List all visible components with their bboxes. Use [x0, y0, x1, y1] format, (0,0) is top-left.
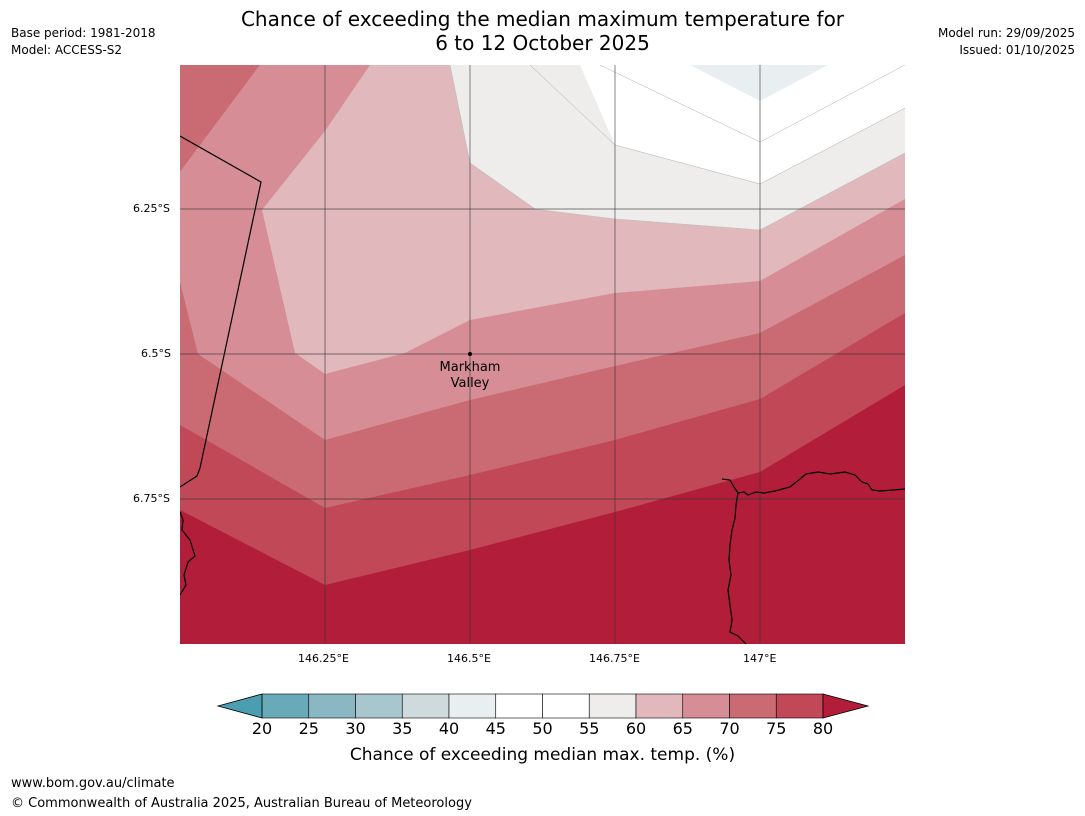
lon-label: 146.75°E	[589, 652, 640, 665]
colorbar-tick-label: 35	[392, 719, 413, 738]
lat-label: 6.25°S	[133, 202, 170, 215]
colorbar-tick-label: 75	[766, 719, 787, 738]
location-label-line-2: Valley	[450, 376, 490, 391]
east-coast	[721, 471, 905, 496]
colorbar-tick-label: 20	[251, 719, 273, 738]
footer-url[interactable]: www.bom.gov.au/climate	[11, 776, 175, 791]
band-40-45	[690, 65, 828, 101]
meta-left: Base period: 1981-2018 Model: ACCESS-S2	[11, 25, 156, 59]
title-line-2: 6 to 12 October 2025	[435, 31, 650, 55]
lon-label: 146.25°E	[298, 652, 349, 665]
colorbar-tick-label: 70	[719, 719, 740, 738]
model-run: Model run: 29/09/2025	[937, 26, 1075, 40]
band-65-70-upper	[180, 65, 370, 210]
location-label: Markham Valley	[420, 360, 520, 392]
lat-label: 6.75°S	[133, 492, 170, 505]
base-period: Base period: 1981-2018	[11, 26, 156, 40]
west-coast	[180, 511, 196, 596]
lat-label: 6.5°S	[141, 347, 171, 360]
colorbar-tick-label: 55	[579, 719, 600, 738]
colorbar-tick-label: 50	[532, 719, 553, 738]
colorbar-tick-label: 45	[485, 719, 506, 738]
location-label-line-1: Markham	[439, 360, 501, 375]
colorbar-tick-label: 60	[625, 719, 647, 738]
lon-label: 147°E	[743, 652, 777, 665]
colorbar-label: Chance of exceeding median max. temp. (%…	[349, 745, 736, 765]
issued-date: Issued: 01/10/2025	[959, 43, 1075, 57]
band-45-50	[600, 65, 905, 142]
contour-bands	[180, 65, 905, 644]
border-line	[180, 135, 262, 488]
colorbar-tick-label: 30	[345, 719, 366, 738]
title-line-1: Chance of exceeding the median maximum t…	[240, 7, 845, 31]
east-coast-south	[727, 492, 747, 644]
colorbar-tick-label: 40	[438, 719, 460, 738]
lon-label: 146.5°E	[447, 652, 491, 665]
meta-right: Model run: 29/09/2025 Issued: 01/10/2025	[938, 25, 1075, 59]
footer-copyright: © Commonwealth of Australia 2025, Austra…	[11, 796, 472, 811]
location-marker[interactable]	[468, 352, 472, 356]
colorbar-tick-label: 65	[672, 719, 693, 738]
colorbar-tick-label: 25	[298, 719, 319, 738]
model-name: Model: ACCESS-S2	[11, 43, 123, 57]
coastlines	[180, 135, 905, 644]
colorbar-tick-label: 80	[812, 719, 834, 738]
band-60-65-upper	[262, 65, 535, 230]
